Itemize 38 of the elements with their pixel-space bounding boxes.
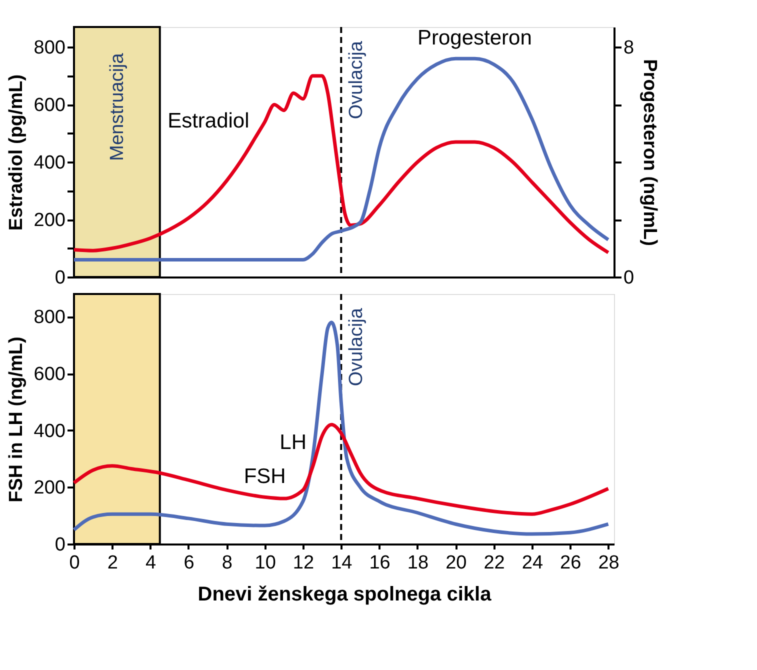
- band-label: Menstruacija: [106, 52, 128, 161]
- y-tick-label: 600: [34, 364, 66, 386]
- x-tick-label: 6: [184, 552, 194, 574]
- y-tick-label: 200: [34, 210, 66, 232]
- x-axis-title: Dnevi ženskega spolnega cikla: [198, 584, 492, 606]
- x-tick-label: 14: [331, 552, 353, 574]
- y-tick-label: 800: [34, 307, 66, 328]
- y-tick-label: 0: [54, 268, 66, 288]
- x-tick-label: 20: [446, 552, 467, 574]
- annotation: FSH: [244, 465, 286, 488]
- x-tick-label: 2: [107, 552, 118, 574]
- y-tick-label: 400: [34, 152, 66, 174]
- y-axis-title: Estradiol (pg/mL): [6, 74, 27, 231]
- ref-line-label: Ovulacija: [346, 308, 368, 386]
- y-tick-label: 600: [34, 95, 66, 116]
- x-tick-label: 4: [146, 552, 157, 574]
- annotation: LH: [280, 430, 307, 454]
- y-tick-label: 200: [34, 478, 66, 499]
- x-tick-label: 16: [369, 552, 390, 574]
- y-tick-label: 400: [34, 420, 66, 442]
- ref-line-label: Ovulacija: [346, 40, 368, 120]
- x-tick-label: 28: [598, 552, 620, 574]
- x-tick-label: 26: [560, 552, 582, 574]
- y2-tick-label: 0: [624, 268, 634, 288]
- x-tick-label: 8: [222, 552, 232, 574]
- y-tick-label: 0: [54, 534, 66, 556]
- x-tick-label: 24: [522, 552, 544, 574]
- x-tick-label: 0: [69, 552, 80, 574]
- x-tick-label: 18: [407, 552, 429, 574]
- x-tick-label: 22: [484, 552, 505, 574]
- y2-tick-label: 8: [624, 38, 634, 59]
- x-tick-label: 12: [292, 552, 314, 574]
- annotation: Progesteron: [418, 26, 532, 50]
- y2-axis-title: Progesteron (ng/mL): [639, 59, 660, 246]
- y-tick-label: 800: [34, 38, 66, 59]
- annotation: Estradiol: [168, 110, 250, 133]
- y-axis-title: FSH in LH (ng/mL): [6, 336, 27, 502]
- x-tick-label: 10: [254, 552, 276, 574]
